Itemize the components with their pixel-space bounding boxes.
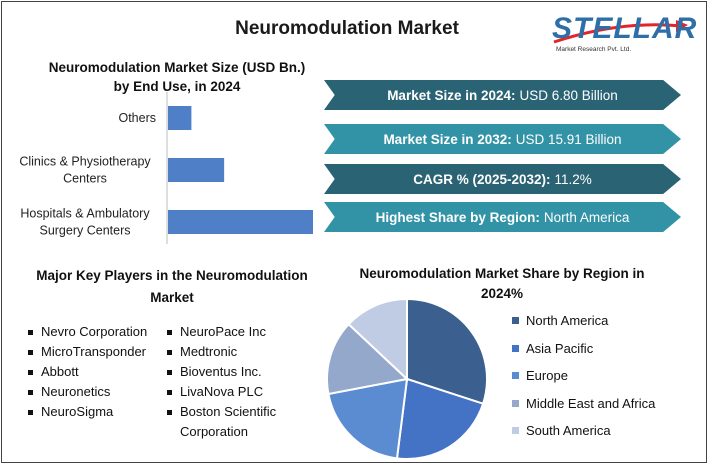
- stellar-logo: STELLAR Market Research Pvt. Ltd.: [542, 10, 696, 62]
- key-players-title: Major Key Players in the Neuromodulation…: [36, 268, 308, 305]
- pie-legend: North America Asia Pacific Europe Middle Ea…: [512, 307, 655, 445]
- legend-item: South America: [512, 417, 655, 445]
- pie-slice-1: [395, 377, 485, 460]
- legend-swatch: [512, 344, 519, 352]
- legend-item: Europe: [512, 362, 655, 390]
- key-player-item: NeuroSigma: [28, 402, 147, 422]
- pie-chart-title: Neuromodulation Market Share by Region i…: [359, 266, 645, 301]
- stat-value: USD 6.80 Billion: [519, 87, 618, 103]
- pie-slice-4: [347, 297, 408, 382]
- logo-tagline: Market Research Pvt. Ltd.: [556, 46, 632, 53]
- bar-2: [168, 210, 313, 234]
- bar-chart: Others Clinics & Physiotherapy Centers Hosp…: [19, 92, 313, 244]
- legend-swatch: [512, 372, 519, 380]
- legend-label: Europe: [526, 368, 568, 384]
- legend-label: North America: [526, 313, 609, 329]
- key-players-column-2: NeuroPace Inc Medtronic Bioventus Inc. L…: [167, 322, 276, 442]
- pie-chart: [326, 297, 488, 460]
- legend-label: Middle East and Africa: [526, 395, 656, 411]
- key-player-item: Medtronic: [167, 342, 276, 362]
- stat-label: CAGR % (2025-2032):: [413, 171, 551, 187]
- stat-value: North America: [543, 209, 630, 225]
- key-player-item: Nevro Corporation: [28, 322, 147, 342]
- stat-cagr: CAGR % (2025-2032): 11.2%: [324, 164, 681, 194]
- legend-swatch: [512, 317, 519, 325]
- legend-item: Asia Pacific: [512, 335, 655, 363]
- logo-swoosh-icon: [553, 20, 688, 44]
- key-player-item: Boston Scientific: [167, 402, 276, 422]
- bar-chart-title: Neuromodulation Market Size (USD Bn.) by…: [48, 60, 306, 94]
- stat-label: Market Size in 2032:: [383, 131, 512, 147]
- logo-wordmark: STELLAR: [552, 12, 698, 45]
- stat-label: Highest Share by Region:: [375, 209, 540, 225]
- page-title: Neuromodulation Market: [235, 18, 459, 39]
- key-player-item: NeuroPace Inc: [167, 322, 276, 342]
- legend-item: Middle East and Africa: [512, 390, 655, 418]
- key-player-item: MicroTransponder: [28, 342, 147, 362]
- legend-swatch: [512, 399, 519, 407]
- key-player-item: Bioventus Inc.: [167, 362, 276, 382]
- pie-slice-2: [327, 377, 409, 460]
- pie-slice-0: [406, 297, 488, 405]
- legend-label: Asia Pacific: [526, 340, 594, 356]
- bar-0: [168, 106, 192, 130]
- legend-item: North America: [512, 307, 655, 335]
- key-players-column-1: Nevro Corporation MicroTransponder Abbot…: [28, 322, 147, 422]
- pie-slice-3: [326, 322, 410, 396]
- key-player-item: LivaNova PLC: [167, 382, 276, 402]
- key-player-item: Corporation: [180, 424, 248, 439]
- stat-value: 11.2%: [554, 171, 592, 187]
- stat-market-size-2032: Market Size in 2032: USD 15.91 Billion: [324, 124, 681, 154]
- stat-market-size-2024: Market Size in 2024: USD 6.80 Billion: [324, 80, 681, 110]
- key-player-item: Neuronetics: [28, 382, 147, 402]
- stat-highest-share-region: Highest Share by Region: North America: [324, 202, 681, 232]
- legend-swatch: [512, 427, 519, 435]
- legend-label: South America: [526, 423, 611, 439]
- bar-category-label: Clinics & Physiotherapy Centers: [19, 155, 151, 186]
- stat-label: Market Size in 2024:: [387, 87, 516, 103]
- bar-category-label: Others: [118, 111, 156, 125]
- key-player-item: Abbott: [28, 362, 147, 382]
- bar-1: [168, 158, 225, 182]
- bar-category-label: Hospitals & Ambulatory Surgery Centers: [20, 207, 150, 238]
- stat-value: USD 15.91 Billion: [515, 131, 622, 147]
